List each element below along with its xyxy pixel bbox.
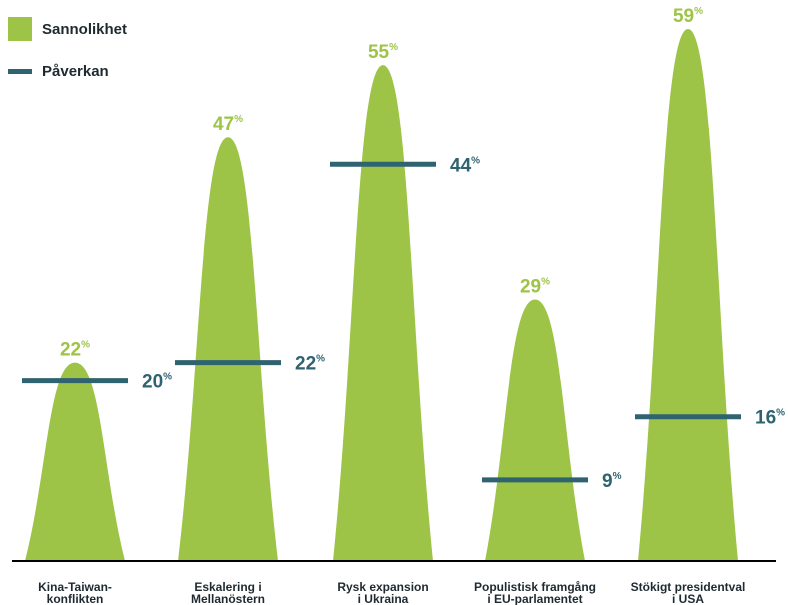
probability-bell [178, 137, 278, 562]
impact-value-label: 22% [295, 354, 325, 375]
category-label: Kina-Taiwan-konflikten [38, 580, 112, 605]
impact-lines [22, 161, 741, 483]
probability-bell [25, 362, 125, 561]
impact-value-label: 16% [755, 408, 785, 429]
probability-bell [485, 299, 585, 561]
impact-value-label: 20% [142, 372, 172, 393]
impact-value-label: 44% [450, 155, 480, 176]
probability-value-label: 29% [520, 277, 550, 298]
legend: Sannolikhet Påverkan [8, 14, 127, 98]
probability-bells [25, 29, 738, 562]
legend-item-impact: Påverkan [8, 56, 127, 86]
probability-value-label: 47% [213, 114, 243, 135]
impact-value-label: 9% [602, 471, 622, 492]
category-label: Eskalering i Mellanöstern [191, 580, 265, 605]
probability-value-label: 59% [673, 6, 703, 27]
legend-label-probability: Sannolikhet [42, 20, 128, 38]
probability-value-label: 55% [368, 42, 398, 63]
probability-bell [333, 65, 433, 561]
legend-item-probability: Sannolikhet [8, 14, 127, 44]
legend-label-impact: Påverkan [42, 62, 109, 80]
category-label: Populistisk framgång i EU-parlamentet [474, 580, 596, 605]
probability-value-label: 22% [60, 340, 90, 361]
category-label: Rysk expansion i Ukraina [337, 580, 428, 605]
legend-swatch-probability [8, 17, 32, 41]
legend-line-impact [8, 68, 32, 74]
probability-bell [638, 29, 738, 561]
value-labels: 22% 47% 55% 29% 59% 20% 22% 44% 9% 16% [60, 6, 785, 492]
category-label: Stökigt presidentval i USA [631, 580, 746, 605]
category-labels: Kina-Taiwan-konflikten Eskalering i Mellan… [38, 580, 745, 605]
